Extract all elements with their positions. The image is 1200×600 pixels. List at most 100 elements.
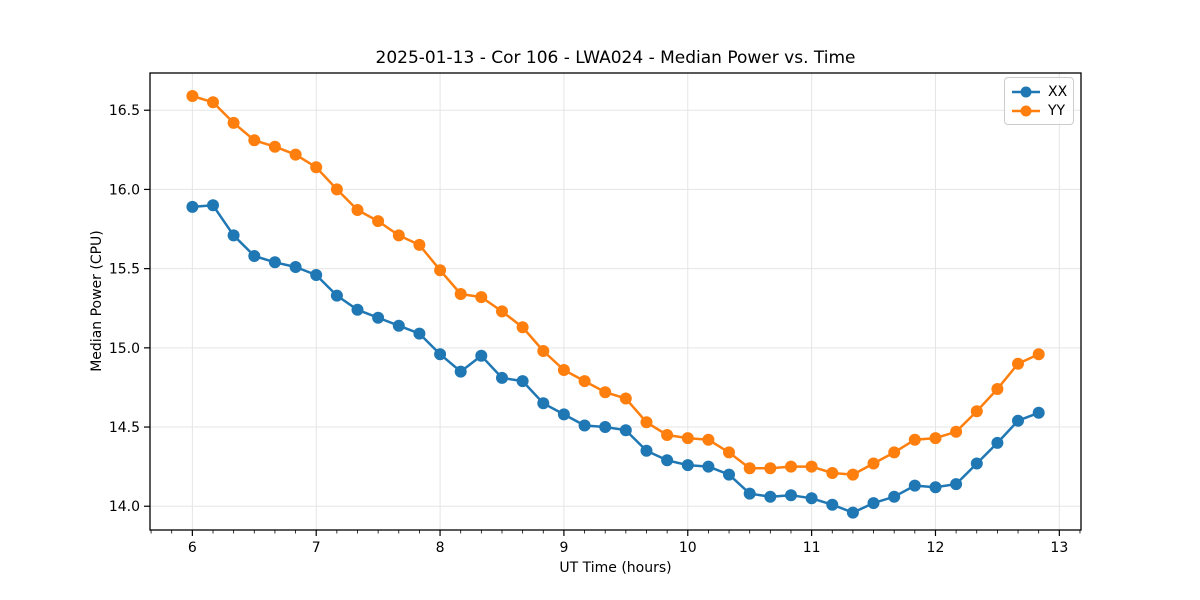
data-point-XX bbox=[207, 199, 219, 212]
data-point-YY bbox=[661, 429, 674, 441]
data-point-XX bbox=[268, 256, 281, 269]
data-point-XX bbox=[681, 459, 694, 472]
data-point-XX bbox=[372, 311, 385, 324]
data-point-YY bbox=[434, 264, 447, 277]
data-point-XX bbox=[227, 229, 240, 242]
data-point-XX bbox=[723, 468, 735, 481]
y-tick-label: 15.0 bbox=[109, 341, 140, 357]
legend-label: YY bbox=[1048, 102, 1066, 119]
data-point-YY bbox=[599, 386, 612, 399]
data-point-XX bbox=[330, 289, 343, 302]
data-point-XX bbox=[434, 348, 447, 361]
data-point-XX bbox=[496, 371, 508, 384]
data-point-XX bbox=[1012, 414, 1024, 427]
x-tick-label: 11 bbox=[803, 540, 821, 556]
data-point-YY bbox=[289, 148, 302, 161]
data-point-YY bbox=[805, 460, 818, 473]
data-point-YY bbox=[475, 291, 488, 304]
data-point-XX bbox=[888, 490, 901, 503]
data-point-XX bbox=[516, 375, 529, 388]
data-point-YY bbox=[764, 462, 777, 475]
x-tick-label: 7 bbox=[312, 540, 321, 556]
data-point-YY bbox=[681, 432, 694, 445]
data-point-YY bbox=[640, 416, 653, 429]
series-line-YY bbox=[191, 94, 1040, 476]
data-point-XX bbox=[537, 397, 550, 410]
data-point-XX bbox=[310, 269, 323, 281]
data-point-XX bbox=[908, 479, 921, 492]
data-point-XX bbox=[991, 436, 1004, 449]
series-line-XX bbox=[191, 204, 1040, 514]
data-point-XX bbox=[826, 498, 839, 511]
plot-border bbox=[149, 72, 1082, 531]
data-point-YY bbox=[619, 392, 632, 405]
data-point-YY bbox=[413, 238, 426, 251]
data-point-XX bbox=[619, 424, 632, 437]
data-point-XX bbox=[661, 454, 674, 467]
data-point-XX bbox=[454, 365, 467, 378]
data-point-YY bbox=[743, 462, 756, 475]
data-point-YY bbox=[1032, 348, 1045, 361]
data-point-YY bbox=[578, 375, 591, 388]
y-tick-label: 14.5 bbox=[109, 420, 140, 436]
y-tick-label: 16.0 bbox=[109, 182, 140, 198]
data-point-XX bbox=[392, 319, 405, 332]
legend-entry-YY: YY bbox=[1011, 101, 1067, 120]
data-point-YY bbox=[207, 96, 219, 109]
x-tick-label: 12 bbox=[927, 540, 945, 556]
data-point-YY bbox=[1012, 357, 1024, 370]
legend-marker-XX bbox=[1012, 86, 1040, 97]
data-point-YY bbox=[454, 288, 467, 300]
y-tick-label: 15.5 bbox=[109, 262, 140, 278]
data-point-YY bbox=[516, 321, 529, 334]
data-point-YY bbox=[846, 468, 859, 481]
data-point-XX bbox=[743, 487, 756, 500]
data-point-YY bbox=[330, 183, 343, 196]
data-point-XX bbox=[950, 478, 963, 491]
legend-label: XX bbox=[1048, 83, 1068, 100]
x-tick-label: 10 bbox=[679, 540, 697, 556]
data-point-XX bbox=[186, 200, 199, 213]
y-tick-label: 16.5 bbox=[109, 103, 140, 119]
data-point-XX bbox=[764, 490, 777, 503]
chart-title: 2025-01-13 - Cor 106 - LWA024 - Median P… bbox=[375, 48, 856, 68]
data-point-YY bbox=[867, 457, 880, 470]
data-point-XX bbox=[640, 444, 653, 457]
data-point-YY bbox=[351, 204, 364, 216]
data-point-YY bbox=[248, 134, 261, 147]
data-point-XX bbox=[702, 460, 715, 473]
data-point-XX bbox=[475, 349, 488, 362]
data-point-YY bbox=[557, 364, 570, 376]
x-tick-label: 6 bbox=[188, 540, 197, 556]
data-point-YY bbox=[537, 345, 550, 357]
legend: XX YY bbox=[1004, 77, 1074, 125]
data-point-YY bbox=[723, 446, 735, 459]
data-point-YY bbox=[227, 116, 240, 129]
data-point-YY bbox=[392, 229, 405, 242]
data-point-XX bbox=[413, 327, 426, 340]
data-point-XX bbox=[557, 408, 570, 421]
legend-entry-XX: XX bbox=[1011, 82, 1067, 101]
data-point-YY bbox=[310, 161, 323, 174]
data-point-XX bbox=[805, 492, 818, 505]
data-point-YY bbox=[950, 425, 963, 438]
data-point-XX bbox=[599, 421, 612, 433]
data-point-XX bbox=[1032, 406, 1045, 419]
data-point-YY bbox=[929, 432, 942, 445]
data-point-YY bbox=[496, 305, 508, 318]
data-point-XX bbox=[785, 489, 797, 502]
data-point-YY bbox=[970, 405, 983, 418]
data-point-XX bbox=[289, 261, 302, 273]
data-point-YY bbox=[991, 383, 1004, 395]
data-point-XX bbox=[970, 457, 983, 470]
data-point-YY bbox=[372, 215, 385, 228]
data-point-YY bbox=[785, 460, 797, 473]
data-point-XX bbox=[248, 250, 261, 262]
data-point-XX bbox=[578, 419, 591, 432]
x-axis-label: UT Time (hours) bbox=[559, 560, 672, 576]
legend-marker-YY bbox=[1012, 105, 1040, 116]
data-point-XX bbox=[846, 506, 859, 519]
data-point-XX bbox=[351, 303, 364, 316]
